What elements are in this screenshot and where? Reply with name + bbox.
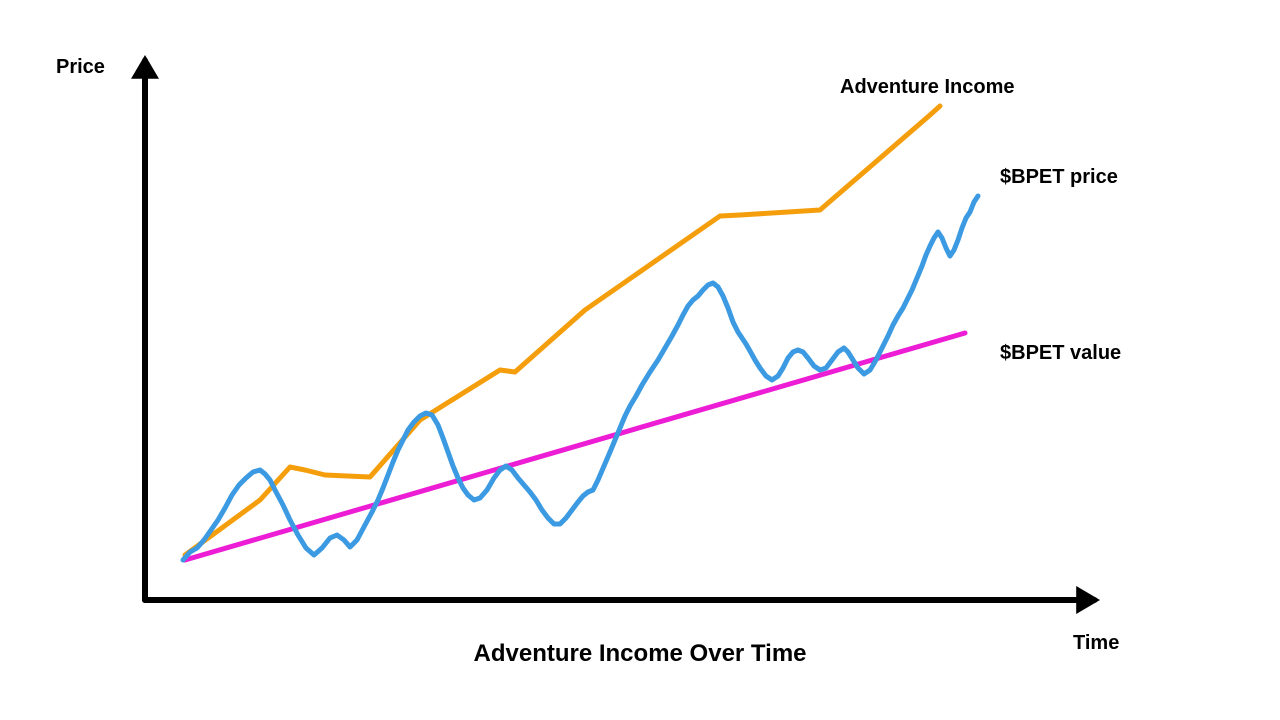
- series-label-bpet-value: $BPET value: [1000, 342, 1121, 365]
- series-label-bpet-price: $BPET price: [1000, 166, 1118, 189]
- chart-container: Price Time Adventure Income $BPET price …: [0, 0, 1280, 720]
- series-adventure_income: [185, 106, 940, 555]
- x-axis-label: Time: [1073, 632, 1119, 655]
- series-bpet_price: [183, 196, 978, 560]
- series-label-adventure-income: Adventure Income: [840, 76, 1014, 99]
- chart-title: Adventure Income Over Time: [350, 640, 930, 668]
- series-bpet_value: [185, 333, 965, 560]
- y-axis-label: Price: [56, 56, 105, 79]
